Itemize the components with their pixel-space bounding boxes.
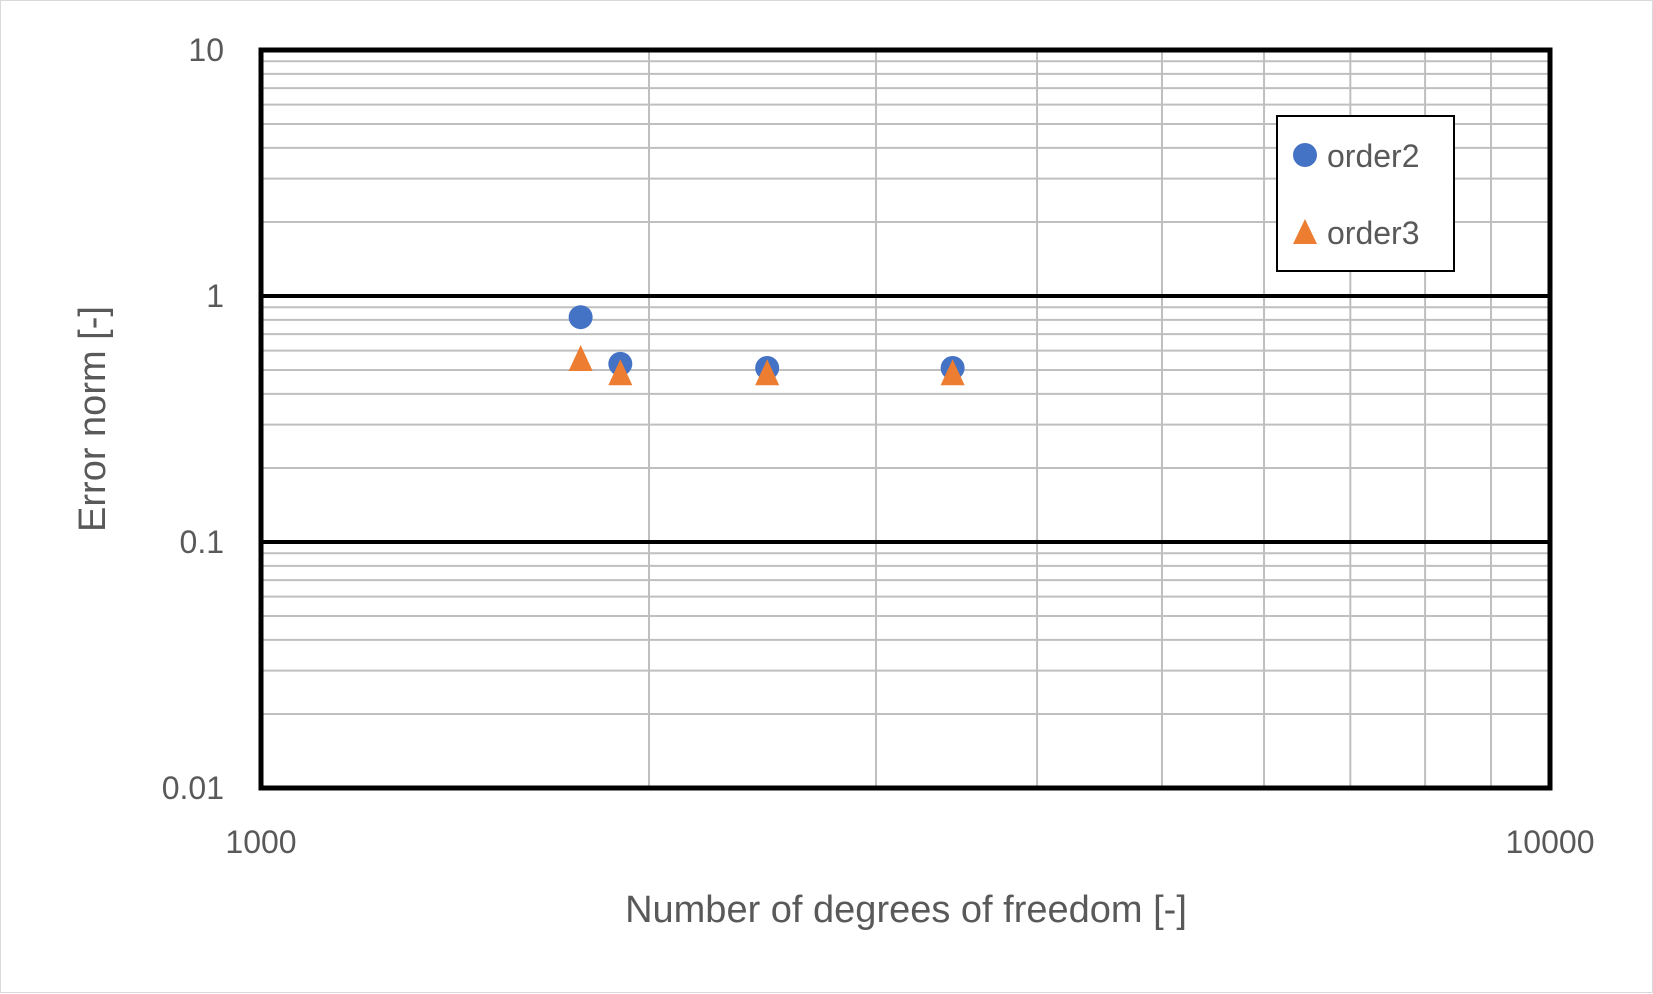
order3-point (608, 359, 633, 386)
y-tick-label: 1 (206, 278, 224, 314)
legend-marker-order3 (1293, 219, 1317, 244)
legend-marker-order2 (1293, 143, 1317, 167)
legend-label-order2: order2 (1327, 138, 1420, 174)
y-tick-label: 0.01 (162, 770, 224, 806)
order2-point (568, 305, 593, 330)
x-axis-title: Number of degrees of freedom [-] (625, 889, 1187, 931)
legend: order2 order3 (1276, 115, 1455, 272)
order3-point (755, 359, 780, 386)
y-tick-label: 0.1 (180, 524, 224, 560)
x-tick-label: 1000 (225, 824, 296, 860)
x-tick-labels: 1000 10000 (225, 824, 1594, 860)
y-axis-title: Error norm [-] (72, 306, 114, 532)
data-markers (568, 305, 965, 386)
y-tick-labels: 0.01 0.1 1 10 (162, 32, 224, 806)
order3-point (940, 359, 965, 386)
y-tick-label: 10 (188, 32, 224, 68)
plot-area (258, 47, 1553, 791)
minor-gridlines (261, 50, 1550, 788)
order3-point (568, 344, 593, 371)
legend-box (1276, 115, 1455, 272)
x-tick-label: 10000 (1506, 824, 1595, 860)
legend-label-order3: order3 (1327, 215, 1420, 251)
major-gridlines (261, 294, 1550, 544)
